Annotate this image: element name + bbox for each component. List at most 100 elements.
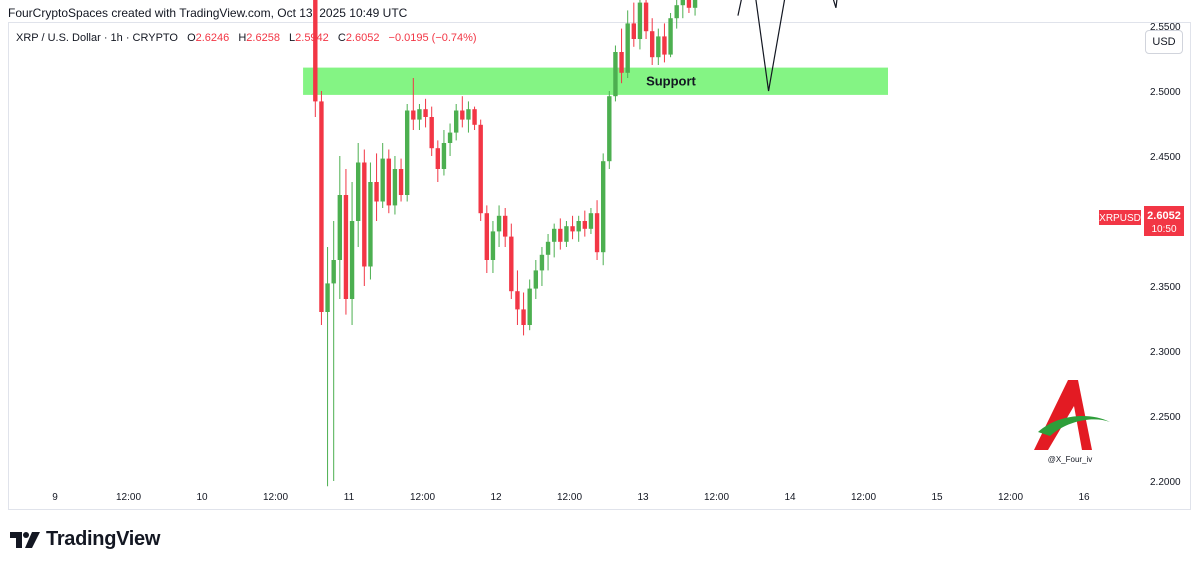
price-badge-price: 2.6052 (1147, 210, 1181, 222)
candle-body (570, 226, 575, 232)
x-tick-label: 12:00 (704, 492, 729, 503)
y-tick-label: 2.5500 (1150, 22, 1181, 33)
candle-body (490, 231, 496, 260)
candle-body (404, 110, 410, 195)
low-value: 2.5942 (295, 32, 329, 44)
candle-body (447, 132, 453, 143)
candle-body (527, 288, 532, 325)
candle-body (319, 101, 324, 313)
candle-body (600, 161, 606, 253)
candle-body (539, 254, 545, 271)
candle-body (637, 2, 643, 40)
candle-body (380, 158, 385, 202)
x-tick-label: 12:00 (998, 492, 1023, 503)
candle-body (331, 260, 336, 284)
y-axis[interactable]: 2.85002.80002.75002.70002.65002.60002.55… (1150, 0, 1181, 488)
x-tick-label: 12 (490, 492, 502, 503)
price-badge-symbol-bg (1099, 210, 1141, 225)
candle-body (484, 213, 490, 260)
x-tick-label: 12:00 (410, 492, 435, 503)
x-tick-label: 11 (344, 492, 355, 503)
y-tick-label: 2.4500 (1150, 152, 1181, 163)
y-tick-label: 2.5000 (1150, 87, 1181, 98)
x-tick-label: 14 (784, 492, 796, 503)
candle-body (453, 110, 459, 133)
candle-body (668, 18, 673, 55)
candle-body (411, 110, 416, 120)
x-tick-label: 10 (196, 492, 208, 503)
candle-body (515, 291, 520, 310)
support-zone[interactable] (303, 67, 888, 95)
candle-body (423, 109, 428, 117)
candle-body (558, 228, 563, 242)
candle-body (625, 23, 630, 73)
candle-body (521, 309, 526, 325)
candle-body (349, 221, 355, 299)
candle-body (533, 270, 539, 289)
y-tick-label: 2.3500 (1150, 282, 1181, 293)
open-label: O (187, 32, 196, 44)
candle-body (472, 109, 477, 125)
candle-body (466, 109, 471, 120)
candle-body (656, 36, 661, 58)
x-tick-label: 13 (637, 492, 649, 503)
watermark-letter-icon (1034, 380, 1092, 450)
candle-body (545, 241, 551, 255)
candles-layer (313, 0, 698, 487)
change-value: −0.0195 (−0.74%) (388, 32, 477, 44)
candle-body (662, 36, 667, 55)
candle-body (643, 2, 649, 32)
tradingview-logo-icon (10, 531, 40, 548)
candle-body (398, 169, 404, 195)
currency-button[interactable]: USD (1145, 30, 1183, 54)
support-layer: Support (303, 67, 888, 95)
candle-body (564, 226, 569, 242)
symbol-title: XRP / U.S. Dollar · 1h · CRYPTO (16, 32, 178, 44)
candle-body (313, 0, 318, 102)
candle-body (686, 0, 692, 8)
candle-body (692, 0, 698, 8)
x-axis[interactable]: 9 12:00 10 12:00 11 12:00 12 12:00 13 12:00 14 12:0… (52, 492, 1090, 503)
y-tick-label: 2.2500 (1150, 412, 1181, 423)
candle-body (613, 52, 618, 97)
support-label: Support (646, 73, 696, 88)
last-price-badge: XRPUSD 2.6052 10:50 (1099, 206, 1184, 236)
footer-brand[interactable]: TradingView (10, 528, 160, 551)
symbol-legend: XRP / U.S. Dollar · 1h · CRYPTO O2.6246 … (16, 32, 477, 44)
price-badge-countdown: 10:50 (1151, 224, 1176, 235)
x-tick-label: 9 (52, 492, 58, 503)
candle-body (441, 143, 447, 169)
watermark-logo: @X_Four_iv (1034, 380, 1110, 464)
candle-body (355, 162, 361, 221)
created-by-caption: FourCryptoSpaces created with TradingVie… (8, 6, 408, 20)
x-tick-label: 16 (1078, 492, 1090, 503)
x-tick-label: 12:00 (557, 492, 582, 503)
candle-body (368, 182, 373, 267)
tradingview-wordmark: TradingView (46, 528, 161, 550)
candle-body (460, 110, 465, 120)
candle-body (674, 5, 679, 19)
price-badge-bg (1144, 206, 1184, 236)
candle-body (362, 162, 367, 267)
y-tick-label: 2.2000 (1150, 477, 1181, 488)
candle-body (343, 195, 349, 299)
x-tick-label: 12:00 (851, 492, 876, 503)
candle-body (325, 283, 330, 312)
watermark-swoosh-icon (1038, 416, 1110, 436)
candle-body (631, 23, 637, 39)
candle-body (417, 109, 422, 120)
candle-body (576, 221, 581, 232)
chart-pane[interactable] (8, 22, 1191, 510)
x-tick-label: 15 (931, 492, 943, 503)
low-label: L (289, 32, 296, 44)
y-tick-label: 2.3000 (1150, 347, 1181, 358)
close-value: 2.6052 (345, 32, 380, 44)
candle-body (386, 158, 392, 206)
candle-body (551, 228, 557, 242)
candle-body (429, 117, 434, 149)
high-value: 2.6258 (246, 32, 280, 44)
candle-body (619, 52, 624, 73)
candle-body (374, 182, 379, 202)
x-tick-label: 12:00 (263, 492, 288, 503)
